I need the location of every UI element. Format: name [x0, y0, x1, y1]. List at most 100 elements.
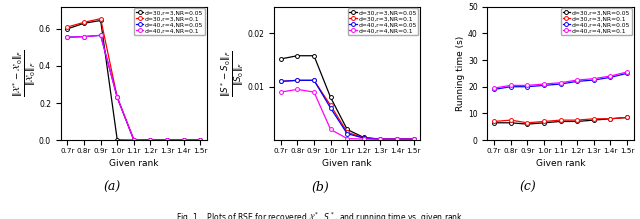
d=40,r=4,NR=0.1	[524, 84, 531, 87]
d=40,r=4,NR=0.1	[63, 36, 71, 39]
Line: d=40,r=4,NR=0.1: d=40,r=4,NR=0.1	[279, 87, 415, 141]
d=30,r=3,NR=0.1	[507, 119, 515, 121]
d=30,r=3,NR=0.1	[490, 120, 498, 123]
d=30,r=3,NR=0.1	[97, 17, 104, 20]
d=40,r=4,NR=0.05	[490, 88, 498, 91]
d=30,r=3,NR=0.05	[130, 139, 138, 141]
d=30,r=3,NR=0.05	[490, 122, 498, 124]
d=40,r=4,NR=0.05	[360, 137, 367, 139]
Legend: d=30,r=3,NR=0.05, d=30,r=3,NR=0.1, d=40,r=4,NR=0.05, d=40,r=4,NR=0.1: d=30,r=3,NR=0.05, d=30,r=3,NR=0.1, d=40,…	[134, 8, 205, 35]
d=40,r=4,NR=0.05	[310, 79, 318, 82]
d=40,r=4,NR=0.05	[507, 85, 515, 88]
d=40,r=4,NR=0.05	[376, 138, 384, 140]
d=40,r=4,NR=0.1	[490, 87, 498, 89]
d=30,r=3,NR=0.1	[277, 80, 285, 83]
d=30,r=3,NR=0.1	[623, 116, 631, 119]
d=30,r=3,NR=0.1	[607, 117, 614, 120]
d=40,r=4,NR=0.1	[540, 83, 548, 85]
X-axis label: Given rank: Given rank	[323, 159, 372, 168]
d=30,r=3,NR=0.1	[80, 21, 88, 24]
d=40,r=4,NR=0.1	[180, 139, 188, 141]
d=30,r=3,NR=0.05	[573, 120, 581, 123]
d=30,r=3,NR=0.1	[573, 119, 581, 121]
d=30,r=3,NR=0.05	[97, 19, 104, 22]
d=40,r=4,NR=0.1	[590, 77, 598, 80]
d=30,r=3,NR=0.05	[147, 139, 154, 141]
Line: d=40,r=4,NR=0.1: d=40,r=4,NR=0.1	[492, 70, 629, 90]
d=30,r=3,NR=0.1	[180, 139, 188, 141]
d=30,r=3,NR=0.1	[557, 119, 564, 121]
d=30,r=3,NR=0.1	[590, 117, 598, 120]
d=40,r=4,NR=0.1	[310, 91, 318, 93]
d=30,r=3,NR=0.1	[130, 139, 138, 141]
d=40,r=4,NR=0.1	[80, 35, 88, 38]
d=40,r=4,NR=0.1	[97, 34, 104, 37]
Y-axis label: Running time (s): Running time (s)	[456, 36, 465, 111]
d=30,r=3,NR=0.05	[310, 54, 318, 57]
d=30,r=3,NR=0.05	[623, 116, 631, 119]
X-axis label: Given rank: Given rank	[109, 159, 159, 168]
d=30,r=3,NR=0.05	[277, 58, 285, 60]
d=40,r=4,NR=0.05	[327, 107, 335, 110]
d=40,r=4,NR=0.05	[590, 79, 598, 81]
d=30,r=3,NR=0.05	[327, 96, 335, 99]
d=30,r=3,NR=0.05	[196, 139, 204, 141]
d=40,r=4,NR=0.05	[97, 34, 104, 37]
d=40,r=4,NR=0.1	[623, 71, 631, 73]
Line: d=40,r=4,NR=0.05: d=40,r=4,NR=0.05	[279, 78, 415, 141]
d=30,r=3,NR=0.05	[540, 122, 548, 124]
Line: d=30,r=3,NR=0.05: d=30,r=3,NR=0.05	[279, 54, 415, 141]
d=30,r=3,NR=0.1	[344, 131, 351, 133]
d=40,r=4,NR=0.05	[277, 80, 285, 83]
Line: d=30,r=3,NR=0.05: d=30,r=3,NR=0.05	[65, 19, 202, 142]
d=30,r=3,NR=0.1	[410, 138, 417, 140]
Line: d=40,r=4,NR=0.05: d=40,r=4,NR=0.05	[492, 71, 629, 91]
d=30,r=3,NR=0.1	[196, 139, 204, 141]
d=40,r=4,NR=0.05	[163, 139, 171, 141]
Y-axis label: $\frac{\|\mathcal{X}^*-\mathcal{X}_0\|_F}{\|\mathcal{X}_0\|_F}$: $\frac{\|\mathcal{X}^*-\mathcal{X}_0\|_F…	[11, 50, 38, 97]
d=40,r=4,NR=0.05	[607, 76, 614, 79]
Line: d=40,r=4,NR=0.1: d=40,r=4,NR=0.1	[65, 33, 202, 142]
d=40,r=4,NR=0.1	[507, 84, 515, 87]
d=30,r=3,NR=0.1	[113, 96, 121, 99]
d=30,r=3,NR=0.1	[376, 138, 384, 140]
d=40,r=4,NR=0.05	[573, 80, 581, 83]
d=30,r=3,NR=0.1	[327, 104, 335, 107]
d=40,r=4,NR=0.05	[393, 138, 401, 140]
d=40,r=4,NR=0.05	[63, 36, 71, 39]
d=30,r=3,NR=0.1	[360, 137, 367, 139]
Line: d=30,r=3,NR=0.1: d=30,r=3,NR=0.1	[492, 115, 629, 125]
d=40,r=4,NR=0.1	[410, 138, 417, 140]
d=30,r=3,NR=0.05	[80, 22, 88, 25]
d=40,r=4,NR=0.05	[410, 138, 417, 140]
d=30,r=3,NR=0.1	[147, 139, 154, 141]
Legend: d=30,r=3,NR=0.05, d=30,r=3,NR=0.1, d=40,r=4,NR=0.05, d=40,r=4,NR=0.1: d=30,r=3,NR=0.05, d=30,r=3,NR=0.1, d=40,…	[348, 8, 419, 35]
d=40,r=4,NR=0.05	[524, 85, 531, 88]
d=40,r=4,NR=0.1	[294, 88, 301, 91]
d=30,r=3,NR=0.1	[310, 79, 318, 82]
d=30,r=3,NR=0.1	[393, 138, 401, 140]
d=30,r=3,NR=0.05	[63, 28, 71, 30]
d=40,r=4,NR=0.1	[607, 75, 614, 77]
d=30,r=3,NR=0.05	[393, 138, 401, 140]
Text: (c): (c)	[520, 181, 536, 194]
d=40,r=4,NR=0.1	[393, 138, 401, 140]
d=40,r=4,NR=0.1	[163, 139, 171, 141]
Text: (b): (b)	[311, 181, 329, 194]
d=30,r=3,NR=0.1	[294, 79, 301, 82]
d=40,r=4,NR=0.05	[344, 132, 351, 135]
d=40,r=4,NR=0.1	[344, 137, 351, 140]
d=30,r=3,NR=0.05	[410, 138, 417, 140]
d=40,r=4,NR=0.1	[376, 138, 384, 140]
d=30,r=3,NR=0.1	[163, 139, 171, 141]
d=30,r=3,NR=0.05	[557, 120, 564, 123]
Line: d=30,r=3,NR=0.05: d=30,r=3,NR=0.05	[492, 115, 629, 126]
d=30,r=3,NR=0.1	[540, 120, 548, 123]
Text: Fig. 1.   Plots of RSE for recovered $\mathcal{X}^*$, $S^*$, and running time vs: Fig. 1. Plots of RSE for recovered $\mat…	[175, 210, 465, 219]
Y-axis label: $\frac{\|S^*-S_0\|_F}{\|S_0\|_F}$: $\frac{\|S^*-S_0\|_F}{\|S_0\|_F}$	[220, 50, 246, 97]
d=40,r=4,NR=0.1	[147, 139, 154, 141]
d=40,r=4,NR=0.05	[180, 139, 188, 141]
d=40,r=4,NR=0.05	[147, 139, 154, 141]
d=40,r=4,NR=0.1	[277, 91, 285, 93]
d=40,r=4,NR=0.1	[557, 81, 564, 84]
